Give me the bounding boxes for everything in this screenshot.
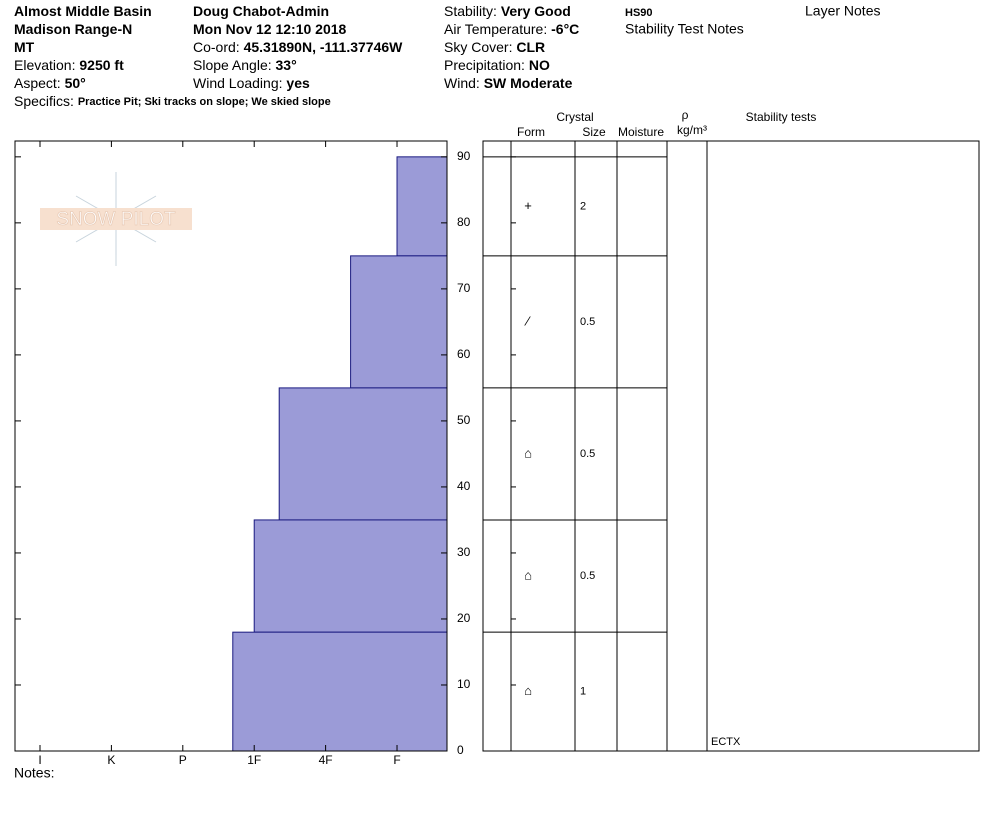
field-value: NO [529,57,550,73]
field-value: 9250 ft [79,57,124,73]
header-field: MT [14,39,35,55]
header-field: Almost Middle Basin [14,3,152,19]
field-label: Air Temperature: [444,21,547,37]
x-tick-label: P [179,753,187,767]
hardness-bar [350,255,448,389]
field-value: Practice Pit; Ski tracks on slope; We sk… [78,96,331,108]
header-field: Aspect: 50° [14,75,86,91]
hardness-bar [253,519,448,633]
field-value: 50° [65,75,86,91]
layer-notes: Layer Notes [805,3,880,19]
header-field: Elevation: 9250 ft [14,57,124,73]
y-tick-label: 10 [457,677,471,691]
y-tick-label: 90 [457,149,471,163]
grain-size: 0.5 [580,448,595,460]
field-value: Almost Middle Basin [14,3,152,19]
y-tick-label: 30 [457,545,471,559]
header-field: Precipitation: NO [444,57,550,73]
grain-form: ⌂ [524,445,532,460]
stability-test: ECTX [711,736,741,748]
field-label: Wind Loading: [193,75,283,91]
grain-size: 2 [580,200,586,212]
x-tick-label: K [107,753,115,767]
header-field: Co-ord: 45.31890N, -111.37746W [193,39,403,55]
header-field: Stability: Very Good [444,3,571,19]
hardness-bar [232,631,448,752]
field-value: yes [286,75,310,91]
field-label: Stability: [444,3,497,19]
y-tick-label: 60 [457,347,471,361]
stability-test-notes: Stability Test Notes [625,21,744,37]
field-label: Wind: [444,75,480,91]
grain-size: 0.5 [580,316,595,328]
hs: HS90 [625,7,653,19]
header-field: Air Temperature: -6°C [444,21,579,37]
field-value: Mon Nov 12 12:10 2018 [193,21,347,37]
col-header: Crystal [556,110,593,124]
col-header: ρ [682,108,689,122]
y-tick-label: 20 [457,611,471,625]
grain-size: 0.5 [580,570,595,582]
grain-form: ⌂ [524,683,532,698]
header-field: Madison Range-N [14,21,132,37]
grain-size: 1 [580,685,586,697]
field-value: MT [14,39,35,55]
field-value: 33° [276,57,297,73]
field-value: Madison Range-N [14,21,132,37]
logo: SNOW PILOT [40,172,192,266]
field-label: Co-ord: [193,39,240,55]
x-tick-label: F [393,753,400,767]
field-label: Aspect: [14,75,61,91]
header-field: Mon Nov 12 12:10 2018 [193,21,347,37]
grain-form: ⌂ [524,567,532,582]
field-label: Precipitation: [444,57,525,73]
col-header: Moisture [618,125,664,139]
col-header: kg/m³ [677,123,707,137]
hardness-bar [278,387,448,521]
header-field: Wind: SW Moderate [444,75,573,91]
field-label: Slope Angle: [193,57,272,73]
y-tick-label: 70 [457,281,471,295]
col-header: Form [517,125,545,139]
field-value: 45.31890N, -111.37746W [244,39,404,55]
field-label: Specifics: [14,93,74,109]
notes-label: Notes: [14,765,54,781]
field-value: SW Moderate [484,75,573,91]
y-tick-label: 0 [457,743,464,757]
col-header: Stability tests [746,110,817,124]
y-tick-label: 40 [457,479,471,493]
grain-form: ⁄ [524,313,531,328]
logo-text: SNOW PILOT [56,209,176,230]
header-field: Doug Chabot-Admin [193,3,329,19]
x-tick-label: 1F [247,753,261,767]
field-value: Very Good [501,3,571,19]
header-field: Slope Angle: 33° [193,57,297,73]
y-tick-label: 80 [457,215,471,229]
y-tick-label: 50 [457,413,471,427]
field-label: Sky Cover: [444,39,512,55]
table-frame [482,140,980,752]
header-field: Sky Cover: CLR [444,39,545,55]
col-header: Size [582,125,606,139]
field-label: Elevation: [14,57,75,73]
hardness-bar [396,156,448,257]
header-field: Specifics: Practice Pit; Ski tracks on s… [14,93,331,109]
x-tick-label: 4F [319,753,333,767]
field-value: Doug Chabot-Admin [193,3,329,19]
field-value: CLR [516,39,545,55]
field-value: -6°C [551,21,579,37]
grain-form: + [524,198,532,213]
header-field: Wind Loading: yes [193,75,310,91]
profile-frame [14,140,448,752]
x-tick-label: I [38,753,41,767]
